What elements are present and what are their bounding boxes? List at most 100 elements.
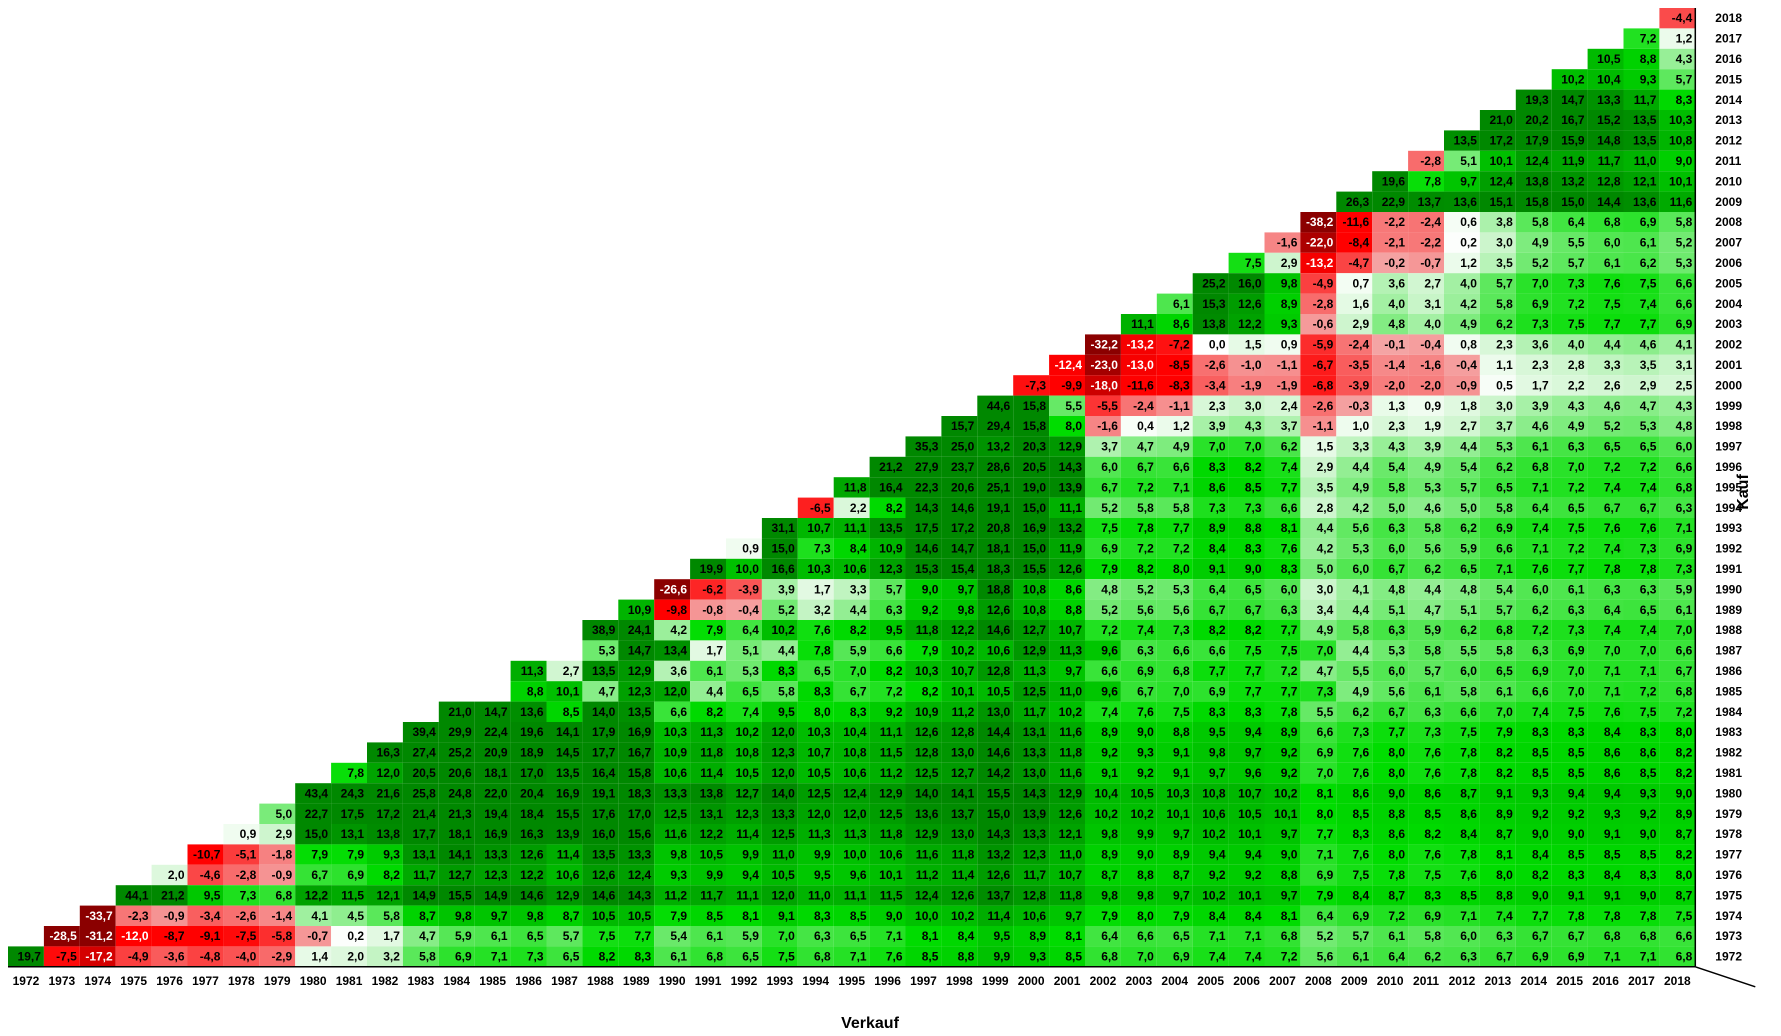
heatmap-cell xyxy=(977,456,1014,478)
heatmap-cell-label: 12,9 xyxy=(1023,644,1047,658)
heatmap-cell xyxy=(1372,334,1409,355)
heatmap-cell-label: 7,8 xyxy=(1281,705,1298,719)
heatmap-cell-label: 8,2 xyxy=(1137,562,1154,576)
heatmap-cell-label: 10,3 xyxy=(1669,113,1693,127)
heatmap-cell xyxy=(905,538,942,559)
heatmap-cell xyxy=(1444,375,1480,396)
heatmap-cell-label: 13,3 xyxy=(628,848,652,862)
heatmap-cell xyxy=(1192,497,1229,518)
heatmap-cell xyxy=(1659,579,1696,600)
heatmap-cell-label: 11,1 xyxy=(1059,501,1082,515)
heatmap-cell-label: 11,0 xyxy=(1634,154,1657,168)
heatmap-cell xyxy=(797,538,834,559)
heatmap-cell xyxy=(1300,640,1337,661)
heatmap-cell-label: 4,3 xyxy=(1676,399,1693,413)
heatmap-cell-label: 13,5 xyxy=(1633,113,1657,127)
heatmap-cell-label: -1,4 xyxy=(1384,358,1405,372)
heatmap-cell-label: 3,6 xyxy=(1388,276,1405,290)
heatmap-cell xyxy=(1444,150,1480,172)
heatmap-cell-label: 7,7 xyxy=(1245,664,1262,678)
heatmap-cell xyxy=(1444,334,1480,355)
heatmap-cell xyxy=(1085,334,1121,355)
y-axis-title: Kauf xyxy=(1735,474,1752,510)
heatmap-cell xyxy=(1408,232,1444,253)
heatmap-cell-label: 7,0 xyxy=(1173,684,1190,698)
heatmap-cell xyxy=(726,640,762,661)
heatmap-cell xyxy=(1120,314,1157,335)
heatmap-cell-label: 16,4 xyxy=(592,766,616,780)
heatmap-cell-label: 0,5 xyxy=(1496,378,1513,392)
heatmap-cell-label: 5,8 xyxy=(1353,623,1370,637)
heatmap-cell-label: 7,1 xyxy=(1209,929,1226,943)
heatmap-cell-label: 17,0 xyxy=(520,766,544,780)
heatmap-cell xyxy=(1587,497,1624,518)
heatmap-cell-label: 6,9 xyxy=(455,950,472,964)
heatmap-cell-label: 10,2 xyxy=(1130,807,1154,821)
heatmap-cell xyxy=(1336,273,1373,294)
heatmap-cell-label: 8,5 xyxy=(1065,950,1082,964)
heatmap-cell-label: -2,4 xyxy=(1420,215,1441,229)
y-tick-label: 1976 xyxy=(1715,868,1742,882)
heatmap-cell xyxy=(1300,599,1337,620)
heatmap-cell xyxy=(1336,436,1373,457)
heatmap-cell-label: 9,2 xyxy=(922,603,939,617)
heatmap-cell-label: 4,3 xyxy=(1245,419,1262,433)
x-tick-label: 1972 xyxy=(13,974,40,988)
heatmap-cell-label: 5,3 xyxy=(1353,542,1370,556)
heatmap-cell xyxy=(1479,232,1516,253)
heatmap-cell-label: -3,9 xyxy=(1349,378,1370,392)
heatmap-cell xyxy=(941,640,978,661)
heatmap-cell-label: 3,8 xyxy=(1496,215,1513,229)
heatmap-cell-label: 8,8 xyxy=(1640,52,1657,66)
heatmap-cell xyxy=(1408,456,1444,478)
heatmap-cell-label: 5,2 xyxy=(1604,419,1621,433)
heatmap-cell-label: 3,6 xyxy=(1532,338,1549,352)
heatmap-cell-label: 7,5 xyxy=(1101,521,1118,535)
heatmap-cell-label: 11,7 xyxy=(413,868,436,882)
heatmap-cell-label: 6,1 xyxy=(1424,684,1441,698)
heatmap-cell-label: 8,4 xyxy=(1245,909,1262,923)
heatmap-cell xyxy=(1479,395,1516,416)
heatmap-cell xyxy=(1408,416,1444,437)
heatmap-cell-label: 8,6 xyxy=(1604,766,1621,780)
heatmap-cell-label: 7,4 xyxy=(1101,705,1118,719)
heatmap-cell xyxy=(1336,456,1373,478)
heatmap-cell-label: 6,7 xyxy=(850,684,867,698)
heatmap-cell-label: 7,3 xyxy=(1317,684,1334,698)
heatmap-cell xyxy=(1587,69,1624,90)
heatmap-cell-label: 12,4 xyxy=(843,786,867,800)
heatmap-cell xyxy=(1192,558,1229,580)
heatmap-cell-label: 7,0 xyxy=(778,929,795,943)
heatmap-cell xyxy=(1659,150,1696,172)
heatmap-cell-label: 7,7 xyxy=(1281,623,1298,637)
heatmap-cell-label: 11,8 xyxy=(952,848,975,862)
heatmap-cell xyxy=(905,456,942,478)
heatmap-cell-label: 21,4 xyxy=(412,807,436,821)
heatmap-cell xyxy=(1085,599,1121,620)
heatmap-cell-label: 9,3 xyxy=(1640,786,1657,800)
heatmap-cell-label: -7,5 xyxy=(56,950,77,964)
heatmap-cell-label: 5,8 xyxy=(1676,215,1693,229)
heatmap-cell xyxy=(1551,130,1588,151)
heatmap-cell-label: 7,0 xyxy=(1568,684,1585,698)
x-tick-label: 2005 xyxy=(1197,974,1224,988)
heatmap-cell-label: 17,2 xyxy=(951,521,975,535)
heatmap-cell-label: 6,2 xyxy=(1424,950,1441,964)
heatmap-cell-label: 26,3 xyxy=(1346,195,1370,209)
x-tick-label: 1977 xyxy=(192,974,219,988)
heatmap-cell xyxy=(1551,252,1588,274)
heatmap-cell-label: 6,8 xyxy=(1640,929,1657,943)
heatmap-cell-label: 9,6 xyxy=(1245,766,1262,780)
x-tick-label: 2006 xyxy=(1233,974,1260,988)
heatmap-cell-label: 17,9 xyxy=(1525,134,1549,148)
heatmap-cell-label: 9,3 xyxy=(1029,950,1046,964)
heatmap-cell-label: 18,1 xyxy=(987,542,1011,556)
heatmap-cell-label: 7,8 xyxy=(1460,746,1477,760)
heatmap-cell-label: 9,4 xyxy=(1568,786,1585,800)
heatmap-cell xyxy=(1587,130,1624,151)
x-tick-label: 1984 xyxy=(443,974,470,988)
heatmap-cell-label: 2,2 xyxy=(1568,378,1585,392)
heatmap-cell xyxy=(1300,620,1337,641)
heatmap-cell xyxy=(1587,456,1624,478)
heatmap-cell xyxy=(1264,232,1301,253)
